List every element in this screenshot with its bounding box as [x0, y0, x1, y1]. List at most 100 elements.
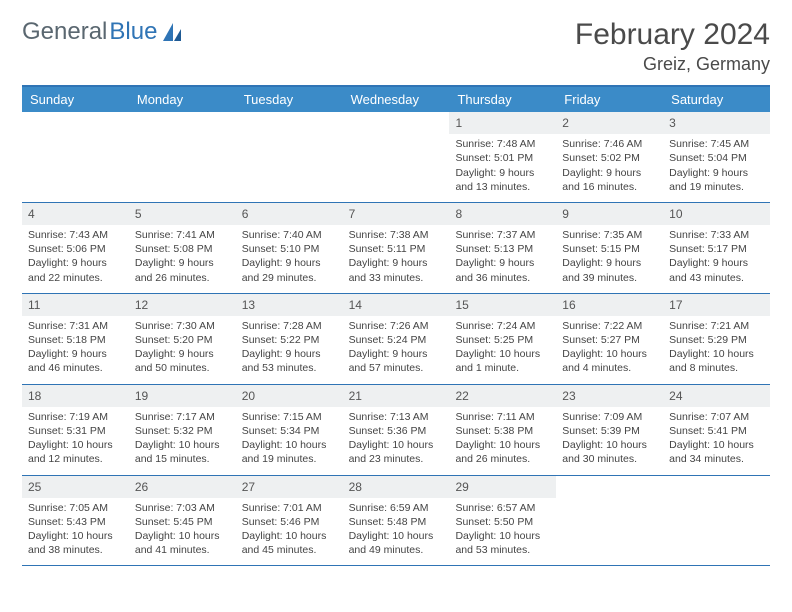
title-block: February 2024 Greiz, Germany — [575, 18, 770, 75]
day-number: 10 — [663, 203, 770, 225]
day-number: 6 — [236, 203, 343, 225]
sunrise-text: Sunrise: 7:26 AM — [349, 319, 444, 333]
sunset-text: Sunset: 5:32 PM — [135, 424, 230, 438]
daylight-text: Daylight: 10 hours and 8 minutes. — [669, 347, 764, 375]
sunrise-text: Sunrise: 7:41 AM — [135, 228, 230, 242]
day-number: 27 — [236, 476, 343, 498]
day-header: Monday — [129, 87, 236, 112]
day-cell — [556, 476, 663, 566]
day-number: 25 — [22, 476, 129, 498]
sunset-text: Sunset: 5:01 PM — [455, 151, 550, 165]
day-cell: 14Sunrise: 7:26 AMSunset: 5:24 PMDayligh… — [343, 294, 450, 384]
day-number: 2 — [556, 112, 663, 134]
sunset-text: Sunset: 5:24 PM — [349, 333, 444, 347]
daylight-text: Daylight: 10 hours and 41 minutes. — [135, 529, 230, 557]
sunrise-text: Sunrise: 7:01 AM — [242, 501, 337, 515]
weeks-container: 1Sunrise: 7:48 AMSunset: 5:01 PMDaylight… — [22, 112, 770, 566]
sunset-text: Sunset: 5:25 PM — [455, 333, 550, 347]
day-cell: 20 Sunrise: 7:15 AMSunset: 5:34 PMDayligh… — [236, 385, 343, 475]
daylight-text: Daylight: 9 hours and 43 minutes. — [669, 256, 764, 284]
sunset-text: Sunset: 5:04 PM — [669, 151, 764, 165]
sunrise-text: Sunrise: 7:28 AM — [242, 319, 337, 333]
week-row: 11Sunrise: 7:31 AMSunset: 5:18 PMDayligh… — [22, 294, 770, 385]
day-cell: 5Sunrise: 7:41 AMSunset: 5:08 PMDaylight… — [129, 203, 236, 293]
daylight-text: Daylight: 9 hours and 50 minutes. — [135, 347, 230, 375]
day-number: 29 — [449, 476, 556, 498]
daylight-text: Daylight: 9 hours and 29 minutes. — [242, 256, 337, 284]
day-number: 20 — [236, 385, 343, 407]
sunrise-text: Sunrise: 7:40 AM — [242, 228, 337, 242]
sunset-text: Sunset: 5:17 PM — [669, 242, 764, 256]
day-cell: 22Sunrise: 7:11 AMSunset: 5:38 PMDayligh… — [449, 385, 556, 475]
daylight-text: Daylight: 10 hours and 49 minutes. — [349, 529, 444, 557]
brand-word-2: Blue — [109, 18, 157, 46]
day-number: 15 — [449, 294, 556, 316]
day-cell: 13Sunrise: 7:28 AMSunset: 5:22 PMDayligh… — [236, 294, 343, 384]
day-number: 23 — [556, 385, 663, 407]
daylight-text: Daylight: 10 hours and 1 minute. — [455, 347, 550, 375]
sunrise-text: Sunrise: 7:15 AM — [242, 410, 337, 424]
day-cell — [22, 112, 129, 202]
sunset-text: Sunset: 5:06 PM — [28, 242, 123, 256]
day-number: 7 — [343, 203, 450, 225]
sunset-text: Sunset: 5:43 PM — [28, 515, 123, 529]
sunset-text: Sunset: 5:20 PM — [135, 333, 230, 347]
day-header: Sunday — [22, 87, 129, 112]
day-number: 19 — [129, 385, 236, 407]
sunrise-text: Sunrise: 7:37 AM — [455, 228, 550, 242]
week-row: 1Sunrise: 7:48 AMSunset: 5:01 PMDaylight… — [22, 112, 770, 203]
sunset-text: Sunset: 5:29 PM — [669, 333, 764, 347]
sunrise-text: Sunrise: 7:13 AM — [349, 410, 444, 424]
sunset-text: Sunset: 5:36 PM — [349, 424, 444, 438]
day-cell: 23Sunrise: 7:09 AMSunset: 5:39 PMDayligh… — [556, 385, 663, 475]
day-number: 1 — [449, 112, 556, 134]
sunrise-text: Sunrise: 7:17 AM — [135, 410, 230, 424]
sunset-text: Sunset: 5:39 PM — [562, 424, 657, 438]
day-cell: 7Sunrise: 7:38 AMSunset: 5:11 PMDaylight… — [343, 203, 450, 293]
day-cell: 16Sunrise: 7:22 AMSunset: 5:27 PMDayligh… — [556, 294, 663, 384]
daylight-text: Daylight: 9 hours and 36 minutes. — [455, 256, 550, 284]
day-cell: 27 Sunrise: 7:01 AMSunset: 5:46 PMDayligh… — [236, 476, 343, 566]
sunset-text: Sunset: 5:46 PM — [242, 515, 337, 529]
daylight-text: Daylight: 10 hours and 19 minutes. — [242, 438, 337, 466]
sunrise-text: Sunrise: 7:22 AM — [562, 319, 657, 333]
day-number: 18 — [22, 385, 129, 407]
day-number: 13 — [236, 294, 343, 316]
day-number: 11 — [22, 294, 129, 316]
daylight-text: Daylight: 10 hours and 53 minutes. — [455, 529, 550, 557]
daylight-text: Daylight: 9 hours and 39 minutes. — [562, 256, 657, 284]
sunrise-text: Sunrise: 7:46 AM — [562, 137, 657, 151]
week-row: 25Sunrise: 7:05 AMSunset: 5:43 PMDayligh… — [22, 476, 770, 567]
sunrise-text: Sunrise: 7:11 AM — [455, 410, 550, 424]
sunset-text: Sunset: 5:34 PM — [242, 424, 337, 438]
day-number: 4 — [22, 203, 129, 225]
day-cell — [129, 112, 236, 202]
sunset-text: Sunset: 5:15 PM — [562, 242, 657, 256]
day-cell: 21Sunrise: 7:13 AMSunset: 5:36 PMDayligh… — [343, 385, 450, 475]
day-cell: 15Sunrise: 7:24 AMSunset: 5:25 PMDayligh… — [449, 294, 556, 384]
sunset-text: Sunset: 5:10 PM — [242, 242, 337, 256]
sunset-text: Sunset: 5:22 PM — [242, 333, 337, 347]
day-number: 17 — [663, 294, 770, 316]
sunrise-text: Sunrise: 7:09 AM — [562, 410, 657, 424]
day-cell: 25Sunrise: 7:05 AMSunset: 5:43 PMDayligh… — [22, 476, 129, 566]
sail-icon — [161, 21, 183, 43]
sunset-text: Sunset: 5:50 PM — [455, 515, 550, 529]
daylight-text: Daylight: 10 hours and 15 minutes. — [135, 438, 230, 466]
day-number: 16 — [556, 294, 663, 316]
sunset-text: Sunset: 5:02 PM — [562, 151, 657, 165]
sunset-text: Sunset: 5:13 PM — [455, 242, 550, 256]
sunset-text: Sunset: 5:31 PM — [28, 424, 123, 438]
day-header-row: Sunday Monday Tuesday Wednesday Thursday… — [22, 87, 770, 112]
day-header: Wednesday — [343, 87, 450, 112]
daylight-text: Daylight: 10 hours and 38 minutes. — [28, 529, 123, 557]
daylight-text: Daylight: 9 hours and 19 minutes. — [669, 166, 764, 194]
day-header: Tuesday — [236, 87, 343, 112]
sunrise-text: Sunrise: 7:07 AM — [669, 410, 764, 424]
day-cell: 29Sunrise: 6:57 AMSunset: 5:50 PMDayligh… — [449, 476, 556, 566]
daylight-text: Daylight: 10 hours and 45 minutes. — [242, 529, 337, 557]
day-cell: 9Sunrise: 7:35 AMSunset: 5:15 PMDaylight… — [556, 203, 663, 293]
daylight-text: Daylight: 9 hours and 57 minutes. — [349, 347, 444, 375]
sunset-text: Sunset: 5:48 PM — [349, 515, 444, 529]
sunset-text: Sunset: 5:27 PM — [562, 333, 657, 347]
